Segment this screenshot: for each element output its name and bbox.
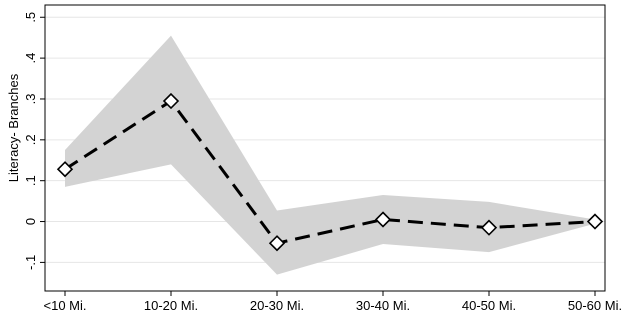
x-tick-label: 40-50 Mi.: [462, 298, 516, 313]
y-tick-label: .5: [23, 12, 38, 23]
y-tick-label: 0: [23, 218, 38, 225]
plot-frame: [44, 4, 606, 292]
x-tick-label: <10 Mi.: [44, 298, 87, 313]
y-axis-label: Literacy- Branches: [6, 73, 21, 182]
y-tick-label: .4: [23, 53, 38, 64]
confidence-band: [65, 35, 595, 275]
series-polyline: [64, 99, 596, 245]
y-tick-label: .3: [23, 94, 38, 105]
y-tick-label: .2: [23, 134, 38, 145]
data-point: [268, 235, 286, 252]
data-point: [56, 161, 74, 178]
x-tick-label: 50-60 Mi.: [568, 298, 622, 313]
data-point: [162, 92, 180, 110]
confidence-band-area: [65, 35, 595, 275]
data-point: [586, 213, 604, 230]
data-point: [374, 211, 392, 228]
x-tick-label: 10-20 Mi.: [144, 298, 198, 313]
y-axis: -.1 0 .1 .2 .3 .4 .5: [23, 12, 45, 270]
x-tick-label: 30-40 Mi.: [356, 298, 410, 313]
data-point: [480, 219, 498, 236]
x-tick-label: 20-30 Mi.: [250, 298, 304, 313]
series-line: [64, 99, 596, 245]
x-axis: <10 Mi. 10-20 Mi. 20-30 Mi. 30-40 Mi. 40-50 …: [44, 291, 622, 313]
data-markers: [56, 92, 604, 252]
y-tick-label: .1: [23, 175, 38, 186]
y-tick-label: -.1: [23, 255, 38, 270]
